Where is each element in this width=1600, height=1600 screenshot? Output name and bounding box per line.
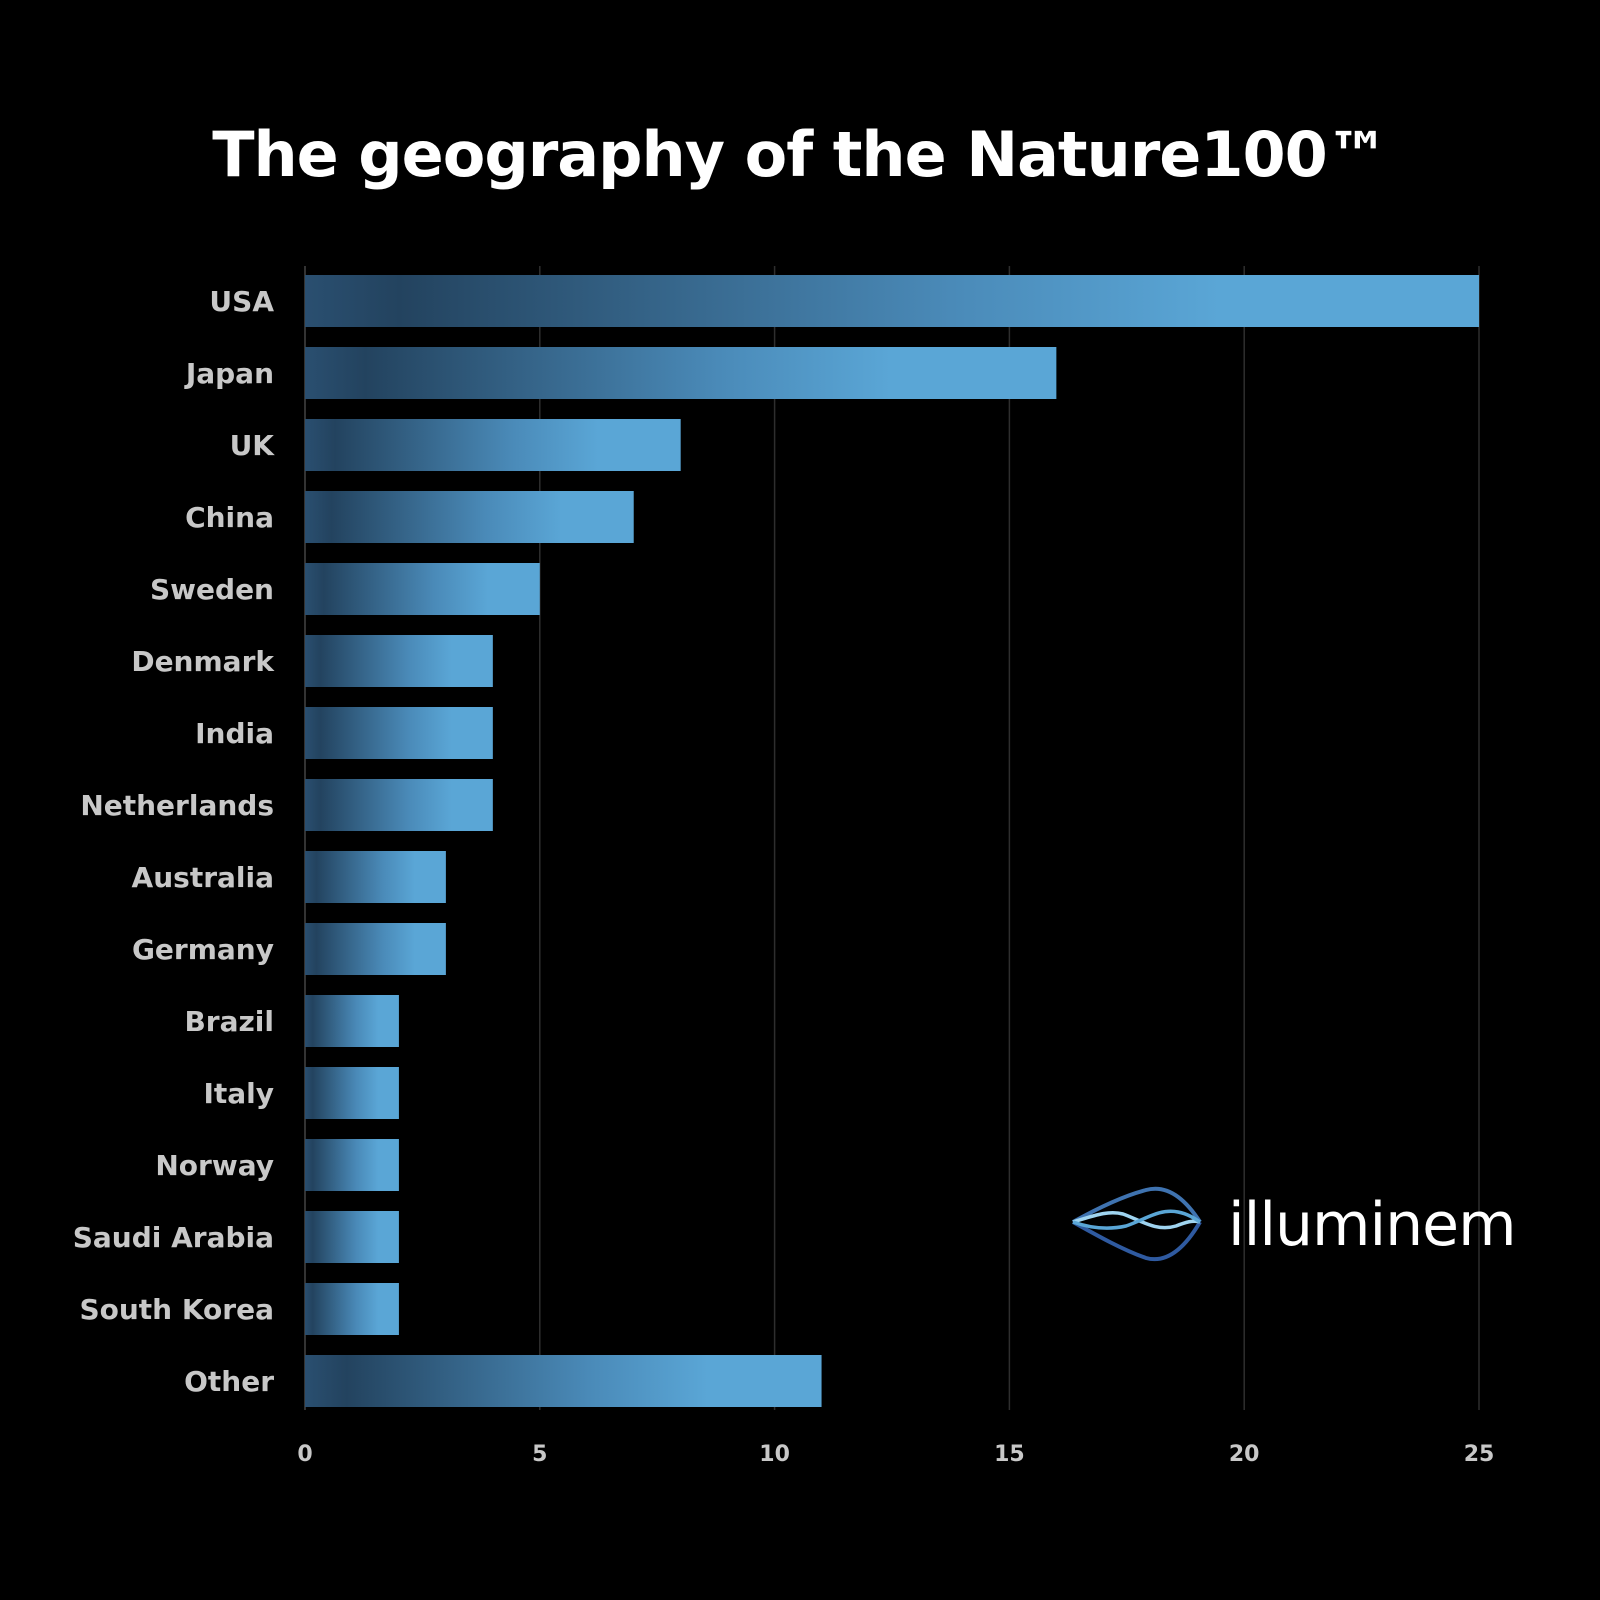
category-label: Saudi Arabia xyxy=(73,1221,274,1254)
x-tick-label: 10 xyxy=(759,1442,790,1467)
bar-usa xyxy=(305,275,1479,327)
bar-other xyxy=(305,1355,822,1407)
category-label: Norway xyxy=(155,1149,274,1182)
chart-title: The geography of the Nature100™ xyxy=(212,118,1389,191)
category-label: Netherlands xyxy=(80,789,274,822)
bar-italy xyxy=(305,1067,399,1119)
bar-south-korea xyxy=(305,1283,399,1335)
bars xyxy=(305,275,1479,1407)
bar-denmark xyxy=(305,635,493,687)
category-label: Italy xyxy=(203,1077,274,1110)
x-tick-label: 5 xyxy=(532,1442,547,1467)
category-label: Denmark xyxy=(131,645,275,678)
bar-uk xyxy=(305,419,681,471)
category-label: India xyxy=(195,717,274,750)
wave-lens-icon xyxy=(1072,1186,1202,1262)
bar-brazil xyxy=(305,995,399,1047)
bar-sweden xyxy=(305,563,540,615)
category-label: Germany xyxy=(132,933,274,966)
brand-name: illuminem xyxy=(1228,1190,1517,1260)
bar-norway xyxy=(305,1139,399,1191)
x-tick-label: 20 xyxy=(1229,1442,1260,1467)
category-label: USA xyxy=(209,285,274,318)
bar-japan xyxy=(305,347,1057,399)
brand-logo: illuminem xyxy=(1068,1186,1517,1276)
x-tick-labels: 0 5 10 15 20 25 xyxy=(297,1442,1494,1467)
category-label: Japan xyxy=(184,357,274,390)
category-label: Australia xyxy=(132,861,274,894)
category-label: China xyxy=(185,501,274,534)
bar-saudi-arabia xyxy=(305,1211,399,1263)
category-label: Sweden xyxy=(150,573,274,606)
category-label: Other xyxy=(184,1365,274,1398)
bar-china xyxy=(305,491,634,543)
category-label: South Korea xyxy=(79,1293,274,1326)
category-label: UK xyxy=(230,429,276,462)
bar-india xyxy=(305,707,493,759)
x-tick-label: 25 xyxy=(1464,1442,1495,1467)
category-label: Brazil xyxy=(184,1005,274,1038)
bar-netherlands xyxy=(305,779,493,831)
category-labels: USA Japan UK China Sweden Denmark India Netherl… xyxy=(73,285,276,1398)
x-tick-label: 15 xyxy=(994,1442,1025,1467)
bar-germany xyxy=(305,923,446,975)
x-tick-label: 0 xyxy=(297,1442,312,1467)
bar-australia xyxy=(305,851,446,903)
